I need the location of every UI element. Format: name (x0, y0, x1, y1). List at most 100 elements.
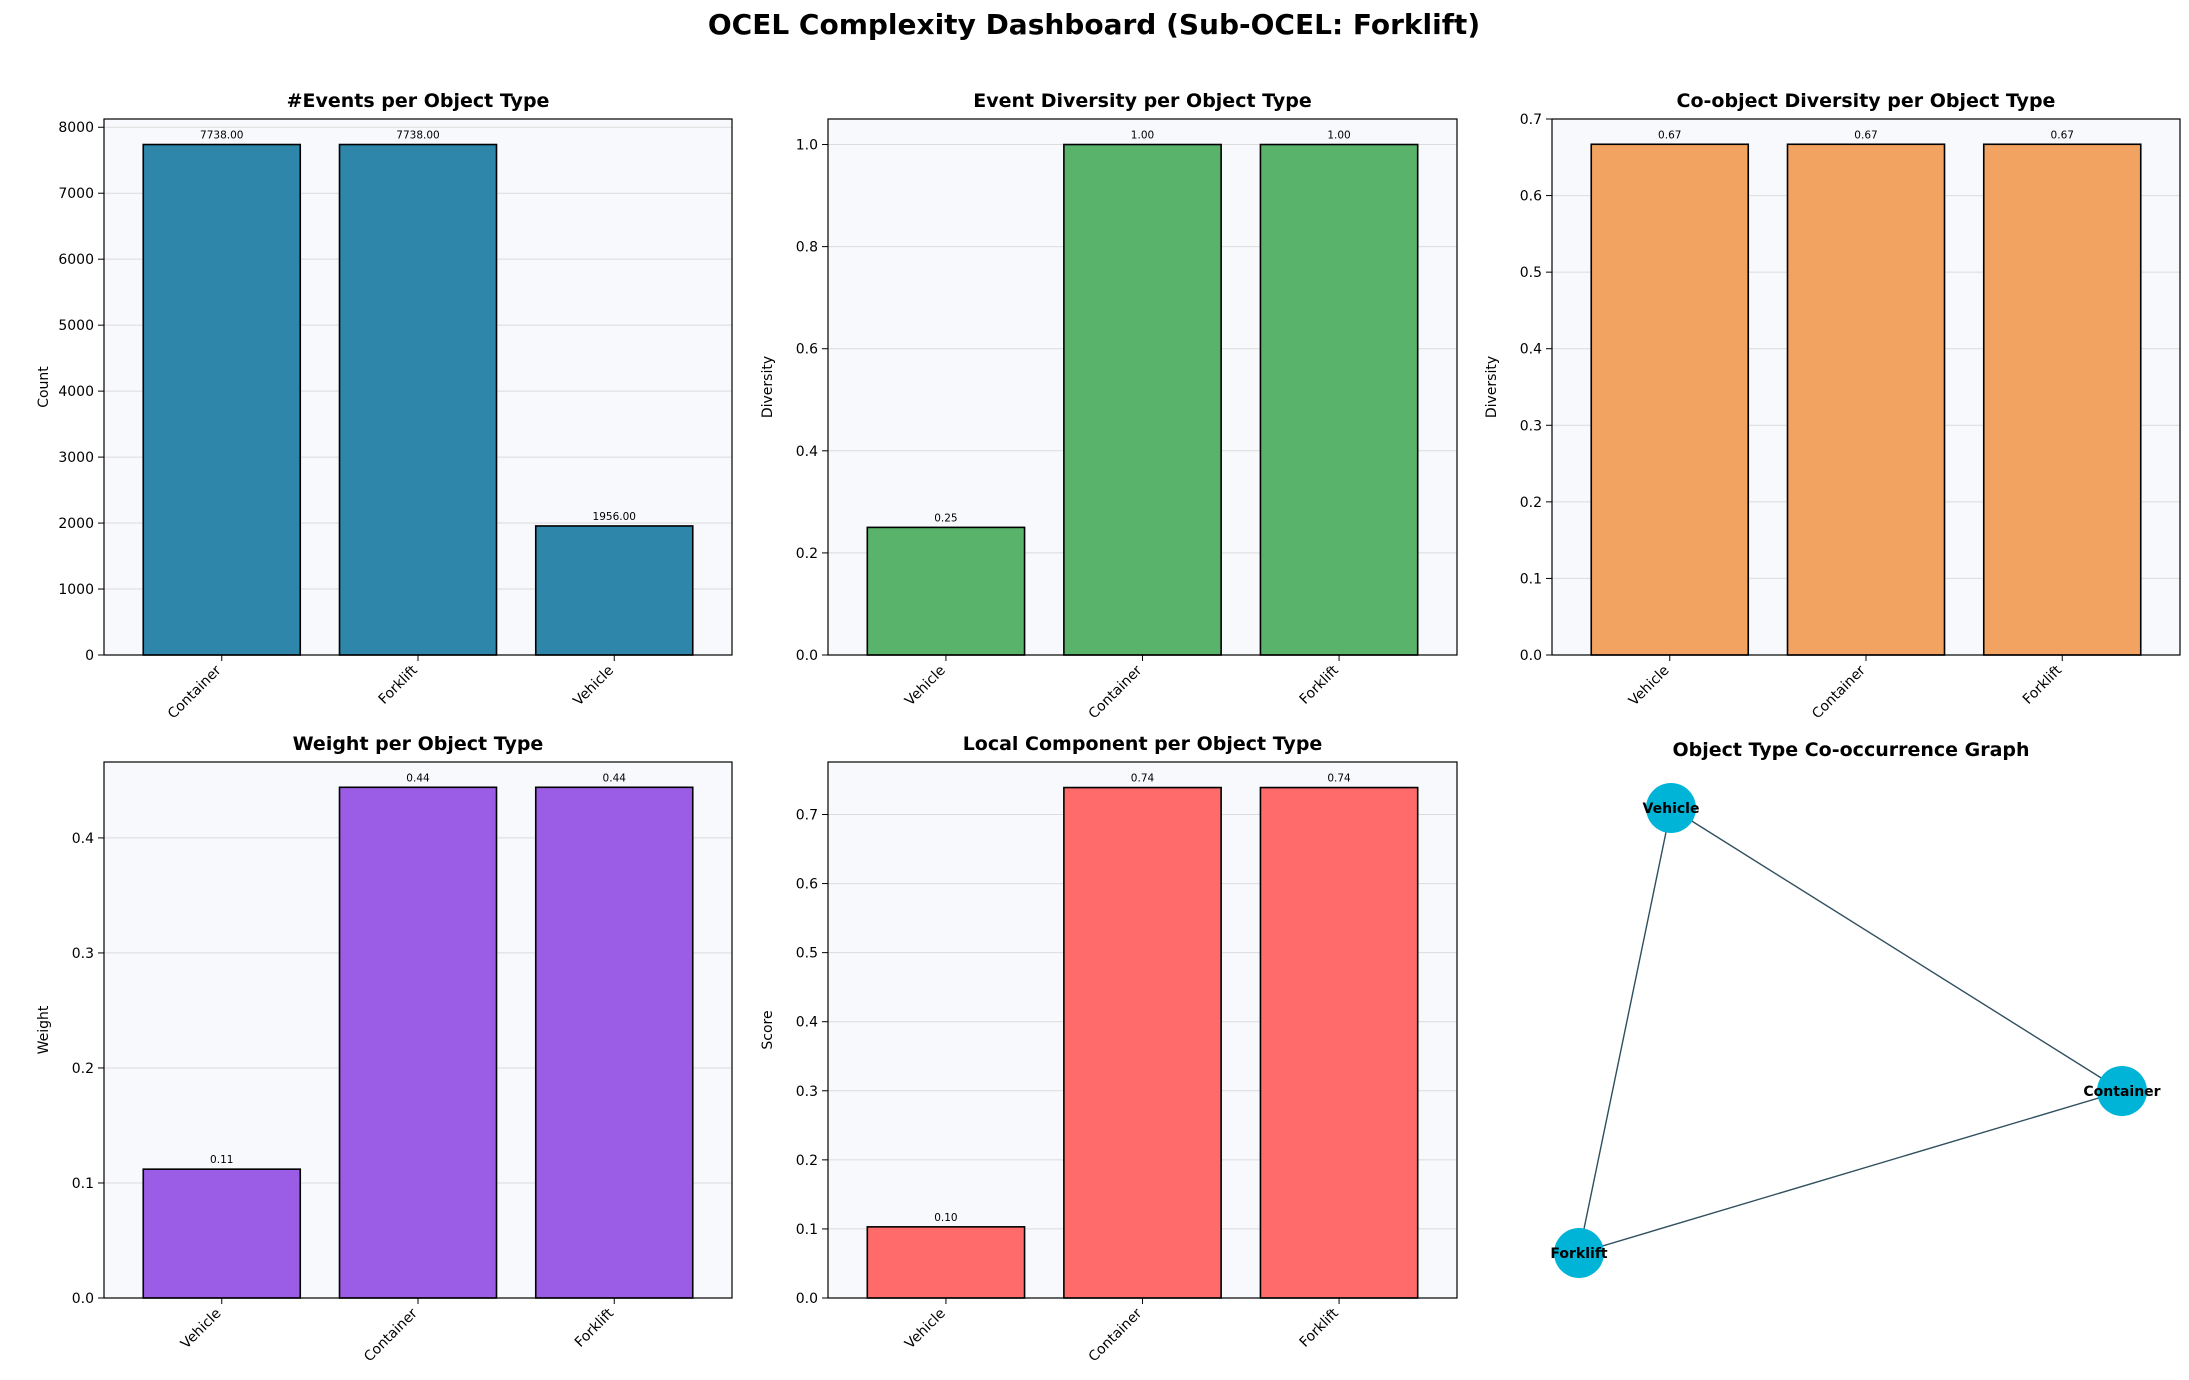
y-tick-label: 0.5 (1520, 265, 1542, 281)
bar-container (1786, 143, 1946, 656)
graph-node-label: Forklift (1550, 1246, 1608, 1262)
bar-container (142, 143, 302, 656)
y-tick-label: 7000 (58, 186, 94, 202)
data-label-vehicle: 0.67 (1658, 129, 1681, 141)
data-label-container: 0.67 (1854, 129, 1877, 141)
chart-events: 7738.00 Container 7738.00 Forklift 1956.00 Ve… (36, 90, 733, 722)
y-axis-label: Diversity (760, 356, 776, 418)
data-label-container: 0.74 (1131, 773, 1155, 785)
y-tick-label: 0.1 (796, 1222, 818, 1238)
x-tick-label: Vehicle (1626, 663, 1673, 710)
bar-forklift (338, 143, 498, 656)
x-tick-label: Forklift (1297, 662, 1343, 708)
data-label-forklift: 0.44 (603, 772, 627, 784)
y-tick-label: 0.2 (72, 1061, 94, 1077)
bar-forklift (1259, 143, 1419, 656)
x-tick-label: Forklift (2020, 662, 2066, 708)
bar-vehicle (866, 526, 1026, 656)
y-tick-label: 3000 (58, 450, 94, 466)
graph-node-vehicle (1646, 783, 1696, 833)
y-axis-label: Count (36, 366, 52, 408)
bar-forklift (1982, 143, 2142, 656)
y-tick-label: 0.0 (1520, 648, 1542, 664)
data-label-forklift: 7738.00 (396, 130, 439, 142)
y-tick-label: 0.4 (796, 444, 818, 460)
cooccurrence-graph: Object Type Co-occurrence Graph Vehicle Co… (1550, 739, 2161, 1278)
bar-forklift (1259, 786, 1419, 1299)
y-tick-label: 0.6 (1520, 189, 1542, 205)
plot-frame (103, 118, 733, 656)
data-label-container: 7738.00 (200, 130, 243, 142)
bar-container (338, 786, 498, 1299)
graph-node-forklift (1554, 1228, 1604, 1278)
data-label-container: 0.44 (406, 772, 430, 784)
y-tick-label: 0.2 (796, 546, 818, 562)
data-label-forklift: 0.67 (2051, 129, 2074, 141)
x-tick-label: Forklift (1297, 1305, 1343, 1351)
y-tick-label: 0.0 (72, 1291, 94, 1307)
bar-vehicle (534, 525, 694, 656)
chart-local_component: 0.10 Vehicle 0.74 Container 0.74 Forklift 0.0 0… (760, 733, 1458, 1365)
y-tick-label: 0.0 (796, 1291, 818, 1307)
y-tick-label: 0 (85, 648, 94, 664)
x-tick-label: Container (1086, 662, 1146, 722)
y-axis-label: Diversity (1484, 356, 1500, 418)
data-label-vehicle: 0.25 (934, 512, 957, 524)
y-tick-label: 0.4 (796, 1015, 818, 1031)
graph-title: Object Type Co-occurrence Graph (1672, 739, 2029, 761)
y-tick-label: 0.4 (1520, 342, 1542, 358)
x-tick-label: Container (1086, 1305, 1146, 1365)
chart-event_diversity: 0.25 Vehicle 1.00 Container 1.00 Forklift 0.0 0… (760, 90, 1458, 722)
graph-edge (1578, 807, 1672, 1254)
data-label-forklift: 0.74 (1327, 773, 1351, 785)
y-tick-label: 1.0 (796, 138, 818, 154)
chart-title: Event Diversity per Object Type (973, 90, 1311, 112)
y-tick-label: 1000 (58, 582, 94, 598)
y-tick-label: 0.3 (72, 946, 94, 962)
bar-vehicle (142, 1168, 302, 1299)
bar-vehicle (866, 1226, 1026, 1299)
y-tick-label: 0.6 (796, 877, 818, 893)
bar-container (1063, 143, 1222, 656)
chart-title: Weight per Object Type (293, 733, 544, 755)
x-tick-label: Vehicle (570, 663, 617, 710)
y-tick-label: 0.2 (1520, 495, 1542, 511)
y-tick-label: 0.1 (72, 1176, 94, 1192)
x-tick-label: Vehicle (902, 663, 949, 710)
data-label-container: 1.00 (1131, 130, 1154, 142)
y-tick-label: 0.4 (72, 831, 94, 847)
chart-coobject_diversity: 0.67 Vehicle 0.67 Container 0.67 Forklift 0.0 0… (1484, 90, 2181, 722)
y-axis-label: Weight (36, 1005, 52, 1054)
data-label-vehicle: 1956.00 (593, 511, 636, 523)
graph-node-label: Vehicle (1643, 801, 1700, 817)
x-tick-label: Vehicle (178, 1306, 225, 1353)
y-tick-label: 0.8 (796, 240, 818, 256)
y-tick-label: 0.5 (796, 946, 818, 962)
plot-frame (103, 761, 733, 1299)
dashboard-title: OCEL Complexity Dashboard (Sub-OCEL: For… (708, 8, 1480, 41)
y-tick-label: 0.1 (1520, 571, 1542, 587)
plot-frame (827, 118, 1458, 656)
y-tick-label: 2000 (58, 516, 94, 532)
x-tick-label: Forklift (572, 1305, 618, 1351)
graph-node-container (2097, 1066, 2147, 1116)
y-tick-label: 0.6 (796, 342, 818, 358)
data-label-vehicle: 0.10 (934, 1212, 957, 1224)
plot-frame (827, 761, 1458, 1299)
x-tick-label: Forklift (376, 662, 422, 708)
chart-title: #Events per Object Type (287, 90, 550, 112)
y-tick-label: 0.3 (1520, 418, 1542, 434)
y-tick-label: 0.7 (796, 807, 818, 823)
data-label-forklift: 1.00 (1327, 130, 1350, 142)
bar-vehicle (1590, 143, 1750, 656)
chart-title: Co-object Diversity per Object Type (1677, 90, 2056, 112)
x-tick-label: Container (361, 1305, 421, 1365)
y-tick-label: 4000 (58, 384, 94, 400)
y-tick-label: 0.3 (796, 1084, 818, 1100)
bar-forklift (534, 786, 694, 1299)
plot-frame (1551, 118, 2181, 656)
bar-container (1063, 786, 1222, 1299)
y-axis-label: Score (760, 1010, 776, 1049)
